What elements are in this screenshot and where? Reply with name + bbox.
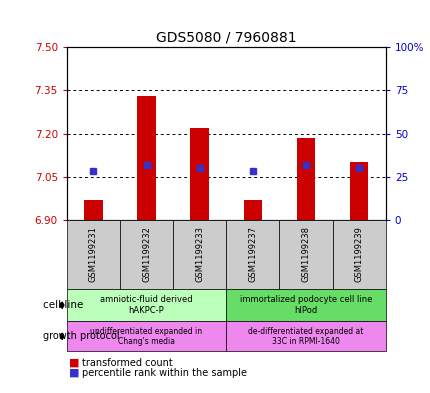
FancyArrow shape bbox=[60, 302, 64, 309]
Text: GSM1199233: GSM1199233 bbox=[195, 226, 204, 283]
Text: cell line: cell line bbox=[43, 300, 83, 310]
Bar bbox=[243, 200, 261, 220]
Text: percentile rank within the sample: percentile rank within the sample bbox=[82, 367, 246, 378]
Text: GSM1199238: GSM1199238 bbox=[301, 226, 310, 283]
Text: ■: ■ bbox=[69, 367, 79, 378]
Text: GSM1199232: GSM1199232 bbox=[142, 226, 150, 283]
Text: ■: ■ bbox=[69, 358, 79, 368]
Bar bbox=[84, 200, 102, 220]
FancyArrow shape bbox=[60, 333, 64, 340]
Text: GSM1199237: GSM1199237 bbox=[248, 226, 257, 283]
Text: amniotic-fluid derived
hAKPC-P: amniotic-fluid derived hAKPC-P bbox=[100, 296, 192, 315]
Text: GSM1199239: GSM1199239 bbox=[354, 226, 363, 283]
Text: undifferentiated expanded in
Chang's media: undifferentiated expanded in Chang's med… bbox=[90, 327, 202, 346]
Bar bbox=[349, 162, 368, 220]
Bar bbox=[190, 128, 209, 220]
Text: de-differentiated expanded at
33C in RPMI-1640: de-differentiated expanded at 33C in RPM… bbox=[248, 327, 363, 346]
Bar bbox=[296, 138, 315, 220]
Title: GDS5080 / 7960881: GDS5080 / 7960881 bbox=[156, 31, 296, 44]
Bar bbox=[137, 96, 156, 220]
Text: GSM1199231: GSM1199231 bbox=[89, 226, 98, 283]
Text: growth protocol: growth protocol bbox=[43, 331, 120, 341]
Text: transformed count: transformed count bbox=[82, 358, 172, 368]
Text: immortalized podocyte cell line
hIPod: immortalized podocyte cell line hIPod bbox=[239, 296, 372, 315]
